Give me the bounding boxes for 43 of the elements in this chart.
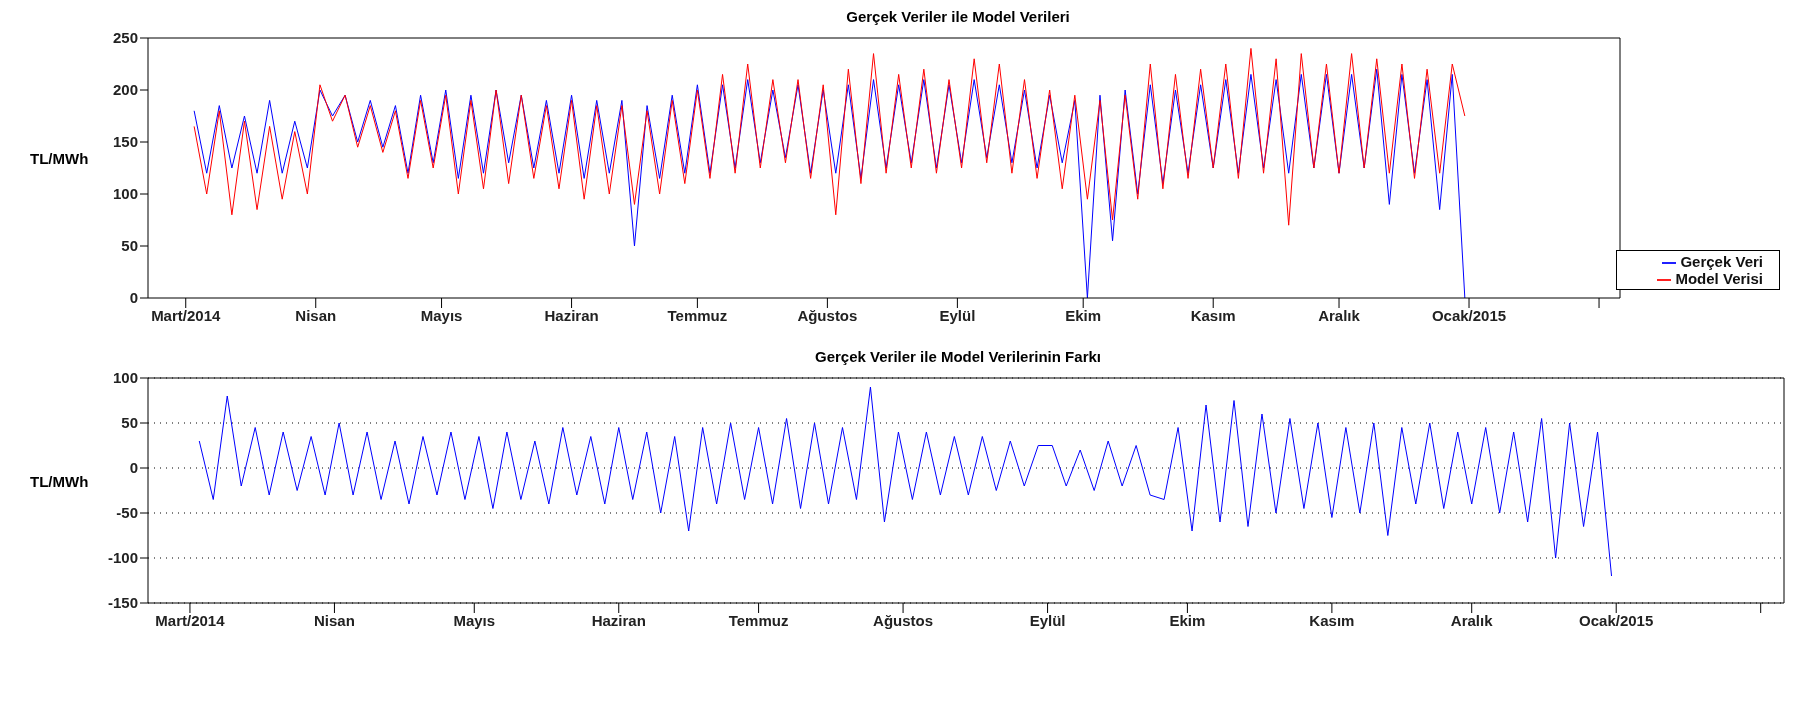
x-tick-label: Mayıs: [420, 306, 463, 324]
x-tick-label: Kasım: [1190, 306, 1236, 324]
y-tick-label: 200: [112, 81, 138, 99]
x-tick-label: Mayıs: [453, 611, 496, 629]
y-axis-title: TL/MWh: [30, 472, 89, 490]
x-tick-label: Temmuz: [728, 611, 789, 629]
y-tick-label: 100: [112, 369, 138, 387]
x-tick-label: Aralık: [1318, 306, 1361, 324]
x-tick-label: Haziran: [544, 306, 599, 324]
line-series: [193, 68, 1466, 298]
x-tick-label: Eylül: [1029, 611, 1066, 629]
x-tick-label: Ekim: [1169, 611, 1206, 629]
legend-label: Gerçek Veri: [1680, 252, 1763, 270]
y-tick-label: 100: [112, 185, 138, 203]
y-tick-label: 50: [121, 237, 138, 255]
line-series: [198, 386, 1613, 577]
x-tick-label: Nisan: [314, 611, 355, 629]
x-tick-label: Ağustos: [873, 611, 934, 629]
x-tick-label: Mart/2014: [151, 306, 221, 324]
line-series: [193, 47, 1466, 226]
y-tick-label: -150: [107, 594, 138, 612]
x-tick-label: Nisan: [295, 306, 337, 324]
x-tick-label: Mart/2014: [155, 611, 226, 629]
x-tick-label: Ocak/2015: [1579, 611, 1654, 629]
y-tick-label: 250: [112, 29, 138, 47]
y-tick-label: 50: [121, 414, 138, 432]
y-tick-label: -50: [116, 504, 138, 522]
x-tick-label: Ocak/2015: [1431, 306, 1507, 324]
x-tick-label: Haziran: [591, 611, 646, 629]
x-tick-label: Kasım: [1309, 611, 1355, 629]
x-tick-label: Eylül: [939, 306, 976, 324]
y-tick-label: 0: [129, 459, 138, 477]
y-tick-label: 0: [129, 289, 138, 307]
x-tick-label: Aralık: [1450, 611, 1494, 629]
x-tick-label: Ekim: [1065, 306, 1102, 324]
y-axis-title: TL/MWh: [30, 150, 89, 167]
legend-label: Model Verisi: [1675, 269, 1763, 287]
chart-title: Gerçek Veriler ile Model Verileri: [845, 8, 1071, 27]
x-tick-label: Ağustos: [797, 306, 858, 324]
y-tick-label: -100: [107, 549, 138, 567]
y-tick-label: 150: [112, 133, 138, 151]
x-tick-label: Temmuz: [667, 306, 728, 324]
chart-title: Gerçek Veriler ile Model Verilerinin Farkı: [814, 348, 1102, 367]
